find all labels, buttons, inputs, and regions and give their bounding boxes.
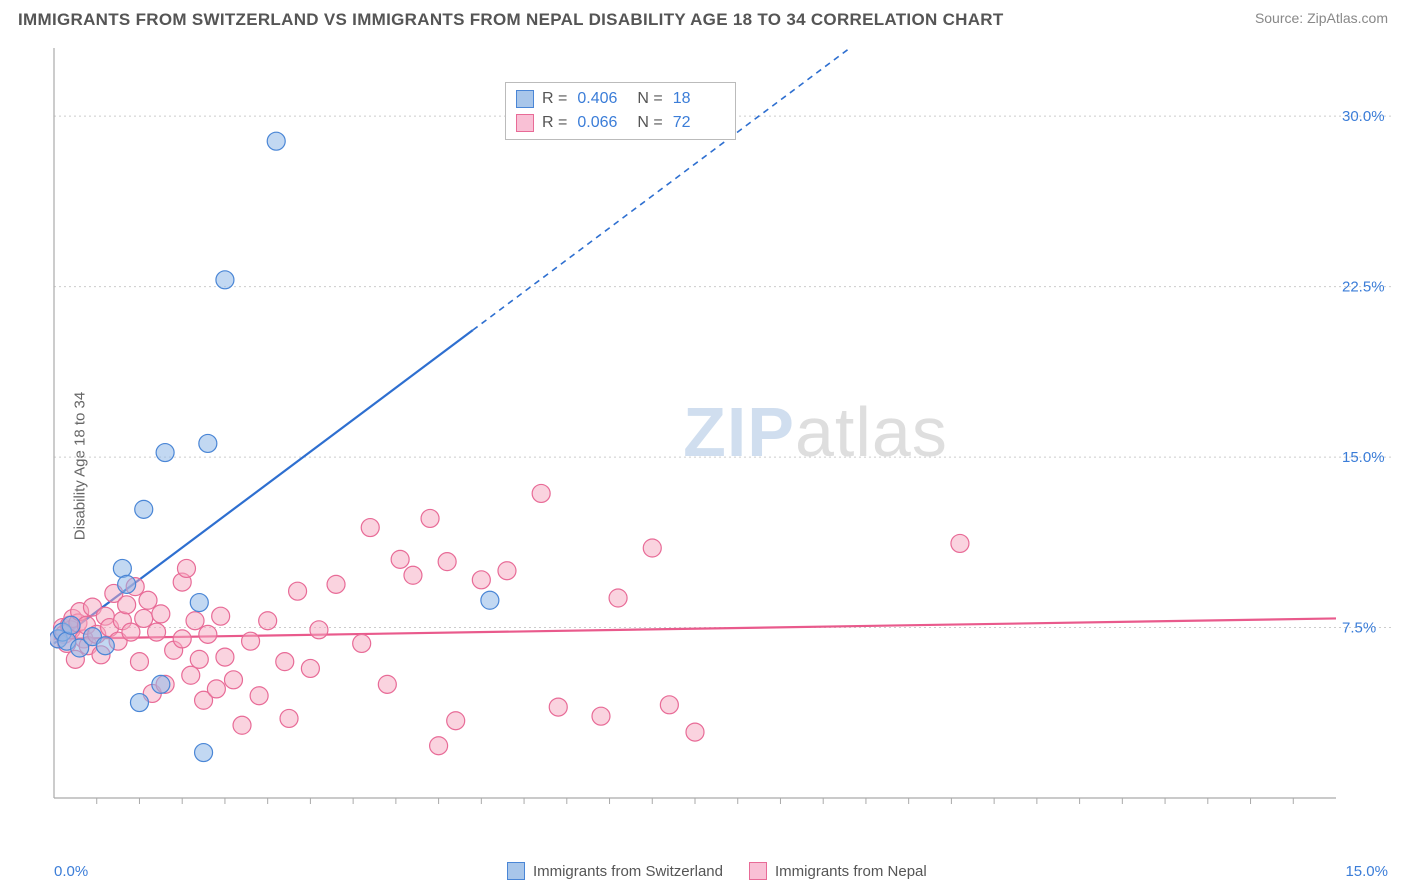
legend-item-swiss: Immigrants from Switzerland [507, 862, 723, 880]
correlation-row-nepal: R = 0.066 N = 72 [516, 111, 725, 135]
scatter-plot: 7.5% 15.0% 22.5% 30.0% [50, 40, 1392, 840]
svg-text:15.0%: 15.0% [1342, 449, 1385, 466]
r-value-nepal: 0.066 [577, 114, 629, 132]
chart-header: IMMIGRANTS FROM SWITZERLAND VS IMMIGRANT… [0, 0, 1406, 36]
correlation-legend: R = 0.406 N = 18 R = 0.066 N = 72 [505, 82, 736, 140]
series-legend: Immigrants from Switzerland Immigrants f… [507, 862, 927, 880]
legend-label-nepal: Immigrants from Nepal [775, 863, 927, 880]
swatch-nepal-icon [516, 114, 534, 132]
bottom-legend: 0.0% Immigrants from Switzerland Immigra… [50, 856, 1392, 886]
chart-title: IMMIGRANTS FROM SWITZERLAND VS IMMIGRANT… [18, 10, 1004, 30]
legend-label-swiss: Immigrants from Switzerland [533, 863, 723, 880]
swatch-swiss-icon [516, 90, 534, 108]
svg-text:22.5%: 22.5% [1342, 279, 1385, 296]
x-tick-max: 15.0% [1345, 863, 1388, 880]
correlation-row-swiss: R = 0.406 N = 18 [516, 87, 725, 111]
swatch-nepal-icon [749, 862, 767, 880]
n-label: N = [637, 114, 662, 132]
r-label: R = [542, 114, 567, 132]
legend-item-nepal: Immigrants from Nepal [749, 862, 927, 880]
r-value-swiss: 0.406 [577, 90, 629, 108]
r-label: R = [542, 90, 567, 108]
n-value-swiss: 18 [673, 90, 725, 108]
n-value-nepal: 72 [673, 114, 725, 132]
chart-area: Disability Age 18 to 34 7.5%15.0%22.5%30… [0, 40, 1406, 892]
svg-text:7.5%: 7.5% [1342, 620, 1376, 637]
svg-text:30.0%: 30.0% [1342, 108, 1385, 125]
n-label: N = [637, 90, 662, 108]
source-label: Source: [1255, 10, 1303, 26]
x-tick-min: 0.0% [54, 863, 88, 880]
source-link[interactable]: ZipAtlas.com [1307, 10, 1388, 26]
swatch-swiss-icon [507, 862, 525, 880]
source-citation: Source: ZipAtlas.com [1255, 10, 1388, 26]
